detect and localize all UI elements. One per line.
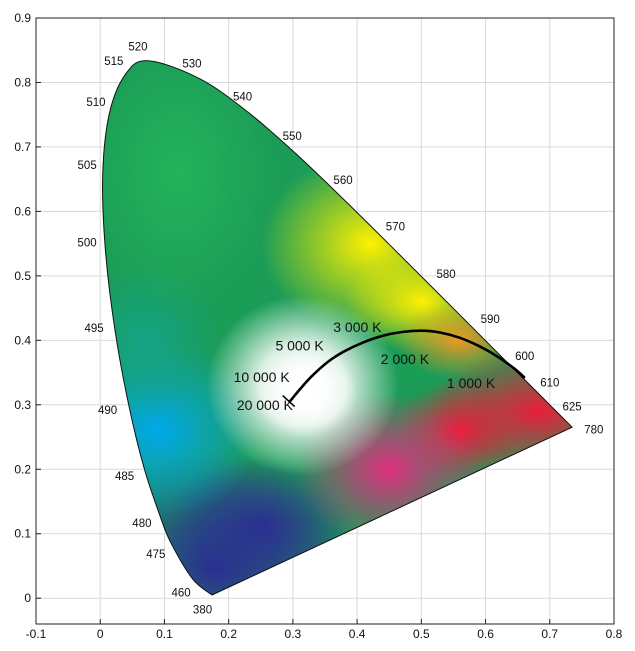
temperature-label: 10 000 K xyxy=(234,369,291,385)
wavelength-label: 380 xyxy=(193,604,212,616)
temperature-label: 3 000 K xyxy=(333,319,382,335)
x-tick-label: 0 xyxy=(97,627,104,641)
wavelength-label: 610 xyxy=(540,378,559,390)
wavelength-label: 490 xyxy=(98,405,117,417)
y-tick-label: 0 xyxy=(24,591,31,605)
y-tick-labels: 0 0.1 0.2 0.3 0.4 0.5 0.6 0.7 0.8 0.9 xyxy=(14,11,31,605)
y-tick-label: 0.2 xyxy=(14,462,31,476)
blob-green xyxy=(102,60,281,315)
temperature-label: 2 000 K xyxy=(381,351,430,367)
temperature-label: 5 000 K xyxy=(275,337,324,353)
wavelength-label: 500 xyxy=(77,237,96,249)
temperature-label: 1 000 K xyxy=(447,375,496,391)
spectral-locus-outline xyxy=(102,60,573,596)
wavelength-label: 495 xyxy=(84,323,103,335)
y-tick-label: 0.3 xyxy=(14,398,31,412)
wavelength-label: 530 xyxy=(182,59,201,71)
y-tick-label: 0.8 xyxy=(14,75,31,89)
y-tick-label: 0.1 xyxy=(14,527,31,541)
wavelength-label: 590 xyxy=(481,314,500,326)
x-tick-label: 0.4 xyxy=(349,627,366,641)
planckian-locus-line xyxy=(288,329,526,403)
wavelength-label: 515 xyxy=(104,56,123,68)
plot-frame xyxy=(35,17,615,625)
wavelength-label: 510 xyxy=(86,97,105,109)
x-tick-label: 0.8 xyxy=(606,627,623,641)
wavelength-label: 485 xyxy=(115,471,134,483)
wavelength-label: 570 xyxy=(386,221,405,233)
x-tick-label: 0.6 xyxy=(477,627,494,641)
wavelength-label: 460 xyxy=(172,588,191,600)
x-tick-label: 0.7 xyxy=(541,627,558,641)
wavelength-label: 560 xyxy=(333,175,352,187)
wavelength-label: 475 xyxy=(146,549,165,561)
y-tick-label: 0.4 xyxy=(14,333,31,347)
blob-white-core xyxy=(254,346,358,438)
wavelength-label: 625 xyxy=(562,402,581,414)
y-tick-label: 0.7 xyxy=(14,140,31,154)
wavelength-label: 480 xyxy=(132,518,151,530)
wavelength-label: 540 xyxy=(233,91,252,103)
color-temperature-labels: 20 000 K 10 000 K 5 000 K 3 000 K 2 000 K 1 0… xyxy=(234,319,496,413)
gamut-fill xyxy=(102,60,573,595)
y-tick-label: 0.5 xyxy=(14,269,31,283)
x-tick-label: 0.2 xyxy=(220,627,237,641)
x-tick-label: -0.1 xyxy=(26,627,47,641)
wavelength-label: 505 xyxy=(78,160,97,172)
x-tick-label: 0.3 xyxy=(285,627,302,641)
axes xyxy=(35,17,615,625)
wavelength-label: 550 xyxy=(283,131,302,143)
temperature-label: 20 000 K xyxy=(237,397,294,413)
y-tick-label: 0.9 xyxy=(14,11,31,25)
y-tick-label: 0.6 xyxy=(14,204,31,218)
x-tick-label: 0.1 xyxy=(156,627,173,641)
x-tick-labels: -0.1 0 0.1 0.2 0.3 0.4 0.5 0.6 0.7 0.8 xyxy=(26,627,623,641)
wavelength-label: 600 xyxy=(515,351,534,363)
planckian-locus-end-tick xyxy=(282,394,296,408)
wavelength-label: 580 xyxy=(436,269,455,281)
x-tick-label: 0.5 xyxy=(413,627,430,641)
wavelength-label: 520 xyxy=(128,41,147,53)
wavelength-label: 780 xyxy=(584,425,603,437)
